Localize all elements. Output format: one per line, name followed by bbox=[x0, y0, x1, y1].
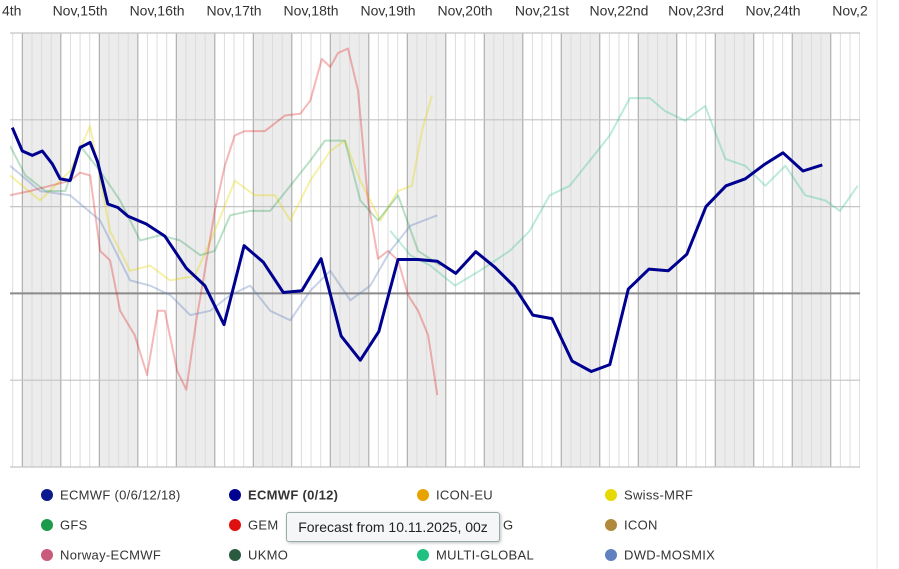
x-tick-label: Nov,16th bbox=[130, 3, 185, 19]
x-tick-label: Nov,23rd bbox=[668, 3, 724, 19]
legend-label: Swiss-MRF bbox=[624, 487, 693, 502]
legend-label: ICON-EU bbox=[436, 487, 493, 502]
x-tick-label: Nov,18th bbox=[284, 3, 339, 19]
legend-dot bbox=[605, 519, 617, 531]
legend-dot bbox=[229, 519, 241, 531]
legend-dot bbox=[41, 489, 53, 501]
legend-dot bbox=[417, 549, 429, 561]
plot-background bbox=[10, 32, 899, 468]
legend-dot bbox=[41, 519, 53, 531]
x-tick-label: Nov,2 bbox=[832, 3, 868, 19]
legend-label: DWD-MOSMIX bbox=[624, 547, 715, 562]
legend-label: UKMO bbox=[248, 547, 288, 562]
legend-label: GEM bbox=[248, 517, 279, 532]
night-band bbox=[869, 33, 899, 467]
legend-label: ICON bbox=[624, 517, 658, 532]
legend-dot bbox=[605, 489, 617, 501]
legend-label: Norway-ECMWF bbox=[60, 547, 161, 562]
main-line bbox=[10, 127, 823, 373]
legend-label: GFS bbox=[60, 517, 88, 532]
legend-label: G bbox=[503, 517, 513, 532]
plot-lines bbox=[10, 47, 859, 396]
x-tick-label: Nov,19th bbox=[361, 3, 416, 19]
x-tick-label: Nov,15th bbox=[53, 3, 108, 19]
legend-dot bbox=[229, 489, 241, 501]
x-tick-label: Nov,20th bbox=[438, 3, 493, 19]
legend-label: MULTI-GLOBAL bbox=[436, 547, 534, 562]
faint-line bbox=[389, 97, 859, 287]
faint-line bbox=[10, 165, 438, 322]
legend-dot bbox=[41, 549, 53, 561]
x-tick-label: 4th bbox=[2, 3, 21, 19]
x-tick-label: Nov,17th bbox=[207, 3, 262, 19]
legend-dot bbox=[605, 549, 617, 561]
x-tick-label: Nov,21st bbox=[515, 3, 569, 19]
legend-label: ECMWF (0/6/12/18) bbox=[60, 487, 181, 502]
legend-dot bbox=[417, 489, 429, 501]
legend-dot bbox=[229, 549, 241, 561]
legend-label: ECMWF (0/12) bbox=[248, 487, 338, 502]
faint-line bbox=[10, 95, 433, 282]
faint-line bbox=[10, 47, 439, 396]
x-tick-label: Nov,24th bbox=[745, 3, 800, 19]
x-tick-label: Nov,22nd bbox=[590, 3, 649, 19]
tooltip: Forecast from 10.11.2025, 00z bbox=[286, 512, 500, 542]
